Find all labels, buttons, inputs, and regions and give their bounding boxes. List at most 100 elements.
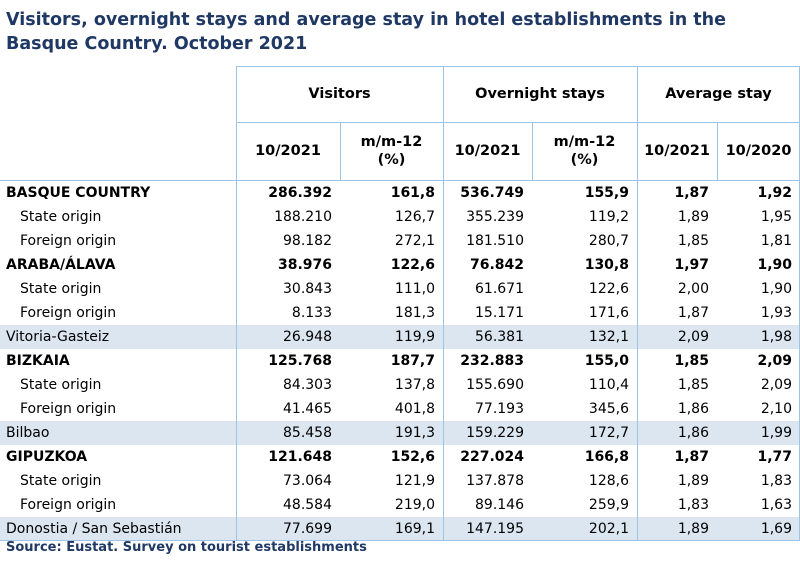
row-value: 280,7	[588, 233, 629, 249]
table-header: Visitors Overnight stays Average stay 10…	[0, 66, 800, 181]
row-value: 1,83	[677, 497, 709, 513]
table-row: Vitoria-Gasteiz 26.948 119,9 56.381 132,1 2,0…	[0, 325, 800, 349]
row-value: 2,00	[677, 281, 709, 297]
subheader-avg-2021: 10/2021	[644, 143, 710, 159]
table-row: BIZKAIA 125.768 187,7 232.883 155,0 1,85 2,09	[0, 349, 800, 373]
row-value: 1,97	[674, 257, 709, 273]
row-value: 119,9	[394, 329, 435, 345]
table-row: Foreign origin 8.133 181,3 15.171 171,6 1,87 1…	[0, 301, 800, 325]
row-value: 121.648	[268, 449, 332, 465]
row-value: 77.699	[283, 521, 332, 537]
header-average-stay: Average stay	[665, 86, 772, 102]
row-value: 181,3	[394, 305, 435, 321]
table-row: State origin 188.210 126,7 355.239 119,2 1,89…	[0, 205, 800, 229]
row-value: 345,6	[588, 401, 629, 417]
source-note: Source: Eustat. Survey on tourist establ…	[6, 540, 367, 555]
row-value: 137.878	[466, 473, 524, 489]
row-label: BASQUE COUNTRY	[6, 185, 151, 201]
row-value: 73.064	[283, 473, 332, 489]
table-row: State origin 30.843 111,0 61.671 122,6 2,00 1,…	[0, 277, 800, 301]
row-value: 1,77	[757, 449, 792, 465]
row-label: State origin	[20, 281, 102, 297]
row-value: 1,89	[677, 209, 709, 225]
row-value: 536.749	[460, 185, 524, 201]
row-value: 111,0	[394, 281, 435, 297]
subheader-avg-2020: 10/2020	[725, 143, 792, 159]
row-label: ARABA/ÁLAVA	[6, 257, 116, 273]
row-value: 1,86	[677, 401, 709, 417]
row-value: 48.584	[283, 497, 332, 513]
row-value: 1,99	[760, 425, 792, 441]
row-value: 272,1	[394, 233, 435, 249]
row-value: 2,09	[760, 377, 792, 393]
subheader-visitors-change: m/m-12 (%)	[360, 134, 423, 168]
row-value: 1,86	[677, 425, 709, 441]
row-value: 1,85	[677, 377, 709, 393]
row-value: 8.133	[291, 305, 332, 321]
row-value: 132,1	[588, 329, 629, 345]
row-value: 1,87	[677, 305, 709, 321]
table-row: State origin 73.064 121,9 137.878 128,6 1,89 1…	[0, 469, 800, 493]
row-value: 61.671	[475, 281, 524, 297]
row-value: 76.842	[469, 257, 524, 273]
row-value: 84.303	[283, 377, 332, 393]
row-value: 1,89	[677, 473, 709, 489]
row-value: 85.458	[283, 425, 332, 441]
subheader-stays-month: 10/2021	[454, 143, 521, 159]
row-value: 110,4	[588, 377, 629, 393]
row-value: 26.948	[283, 329, 332, 345]
row-value: 137,8	[394, 377, 435, 393]
row-value: 191,3	[394, 425, 435, 441]
row-value: 355.239	[466, 209, 524, 225]
table-row: ARABA/ÁLAVA 38.976 122,6 76.842 130,8 1,97 1,9…	[0, 253, 800, 277]
row-value: 1,63	[760, 497, 792, 513]
data-table: Visitors Overnight stays Average stay 10…	[0, 66, 800, 541]
row-value: 98.182	[283, 233, 332, 249]
row-label: Foreign origin	[20, 233, 117, 249]
row-label: State origin	[20, 377, 102, 393]
row-value: 2,09	[677, 329, 709, 345]
row-value: 401,8	[394, 401, 435, 417]
row-value: 30.843	[283, 281, 332, 297]
row-value: 77.193	[475, 401, 524, 417]
row-value: 1,81	[760, 233, 792, 249]
table-row: Foreign origin 98.182 272,1 181.510 280,7 1,8…	[0, 229, 800, 253]
row-value: 172,7	[588, 425, 629, 441]
row-label: Donostia / San Sebastián	[6, 521, 182, 537]
row-value: 1,93	[760, 305, 792, 321]
row-value: 1,69	[760, 521, 792, 537]
row-label: Foreign origin	[20, 401, 117, 417]
row-value: 155.690	[466, 377, 524, 393]
header-visitors: Visitors	[308, 86, 371, 102]
row-value: 1,98	[760, 329, 792, 345]
row-value: 56.381	[475, 329, 524, 345]
row-value: 2,10	[760, 401, 792, 417]
row-value: 169,1	[394, 521, 435, 537]
row-value: 125.768	[268, 353, 332, 369]
row-value: 202,1	[588, 521, 629, 537]
row-label: Foreign origin	[20, 497, 117, 513]
row-label: Foreign origin	[20, 305, 117, 321]
row-value: 128,6	[588, 473, 629, 489]
row-label: Bilbao	[6, 425, 50, 441]
row-label: GIPUZKOA	[6, 449, 88, 465]
row-value: 126,7	[394, 209, 435, 225]
subheader-visitors-month: 10/2021	[255, 143, 321, 159]
row-value: 1,85	[677, 233, 709, 249]
table-row: Donostia / San Sebastián 77.699 169,1 147.1…	[0, 517, 800, 541]
row-label: State origin	[20, 209, 102, 225]
row-value: 171,6	[588, 305, 629, 321]
row-value: 152,6	[390, 449, 435, 465]
table-row: BASQUE COUNTRY 286.392 161,8 536.749 155,9 1,…	[0, 181, 800, 205]
table-body: BASQUE COUNTRY 286.392 161,8 536.749 155,9 1,…	[0, 181, 800, 541]
row-value: 147.195	[466, 521, 524, 537]
row-value: 1,83	[760, 473, 792, 489]
table-row: Foreign origin 48.584 219,0 89.146 259,9 1,83…	[0, 493, 800, 517]
row-value: 187,7	[390, 353, 435, 369]
row-value: 1,95	[760, 209, 792, 225]
table-title: Visitors, overnight stays and average st…	[6, 10, 726, 54]
table-row: Foreign origin 41.465 401,8 77.193 345,6 1,86…	[0, 397, 800, 421]
table-row: Bilbao 85.458 191,3 159.229 172,7 1,86 1,99	[0, 421, 800, 445]
row-value: 122,6	[588, 281, 629, 297]
row-label: Vitoria-Gasteiz	[6, 329, 110, 345]
